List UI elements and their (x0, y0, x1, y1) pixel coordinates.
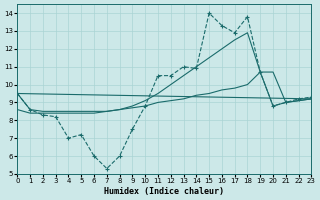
X-axis label: Humidex (Indice chaleur): Humidex (Indice chaleur) (104, 187, 224, 196)
